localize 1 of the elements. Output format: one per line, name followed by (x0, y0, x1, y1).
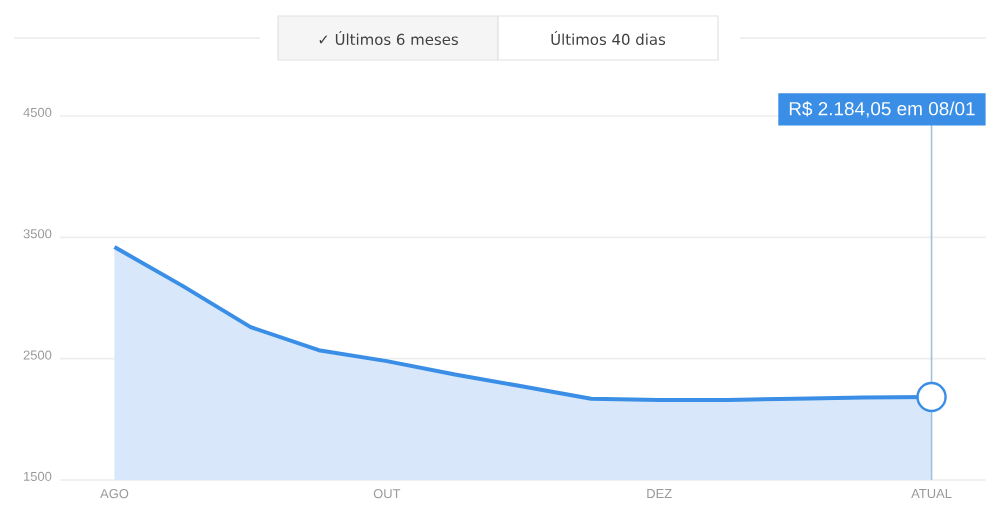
annotation: R$ 2.184,05 em 08/01 (789, 101, 975, 118)
